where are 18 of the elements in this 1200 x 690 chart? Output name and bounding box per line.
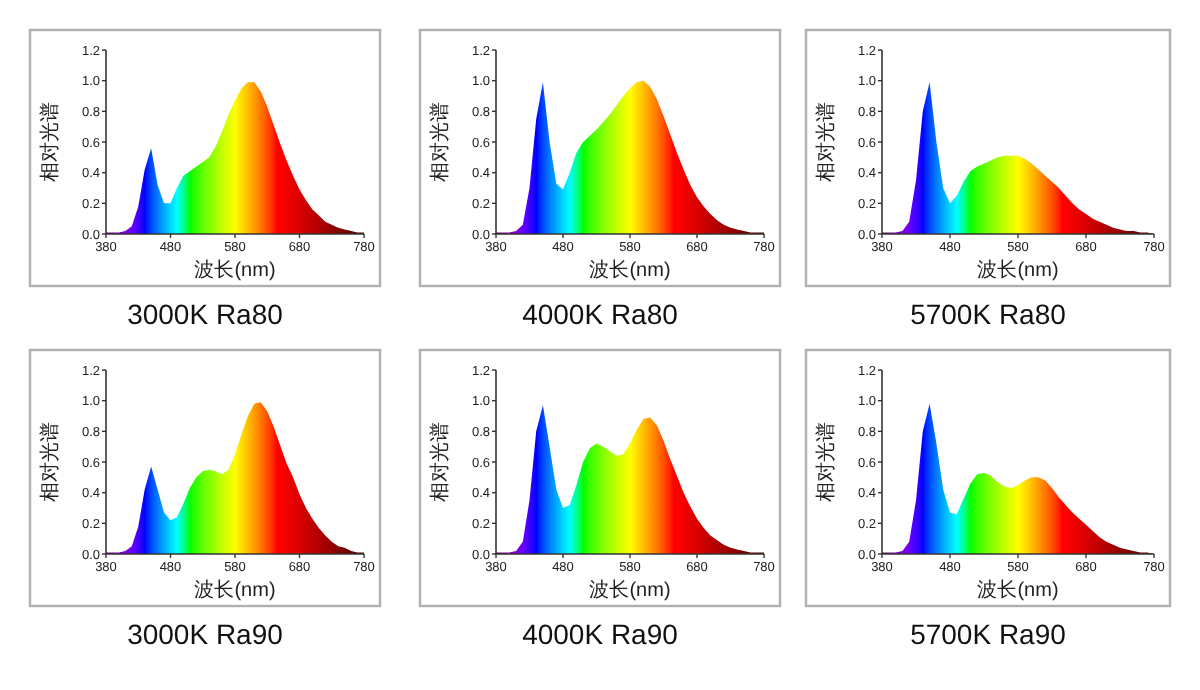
y-axis-title: 相对光谱 [814, 102, 838, 182]
text: 3000K Ra90 [127, 618, 284, 650]
text: 4000K Ra90 [522, 618, 679, 650]
text: 5700K Ra90 [910, 618, 1067, 650]
x-axis-title: 波长(nm) [194, 258, 276, 282]
x-axis-title: 波长(nm) [589, 578, 671, 602]
y-axis-title: 相对光谱 [38, 422, 62, 502]
y-axis-title: 相对光谱 [814, 422, 838, 502]
text: 5700K Ra80 [910, 298, 1067, 330]
x-axis-title: 波长(nm) [589, 258, 671, 282]
x-axis-title: 波长(nm) [194, 578, 276, 602]
text: 4000K Ra80 [522, 298, 679, 330]
y-axis-title: 相对光谱 [428, 102, 452, 182]
x-axis-title: 波长(nm) [977, 258, 1059, 282]
y-axis-title: 相对光谱 [38, 102, 62, 182]
y-axis-title: 相对光谱 [428, 422, 452, 502]
text: 3000K Ra80 [127, 298, 284, 330]
x-axis-title: 波长(nm) [977, 578, 1059, 602]
